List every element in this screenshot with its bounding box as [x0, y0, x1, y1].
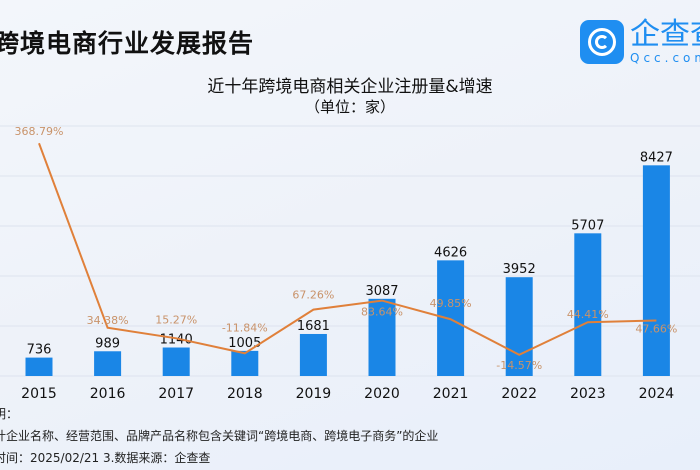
chart-svg: 7362015989201611402017100520181681201930…: [0, 125, 700, 402]
bar-value-label-2023: 5707: [571, 218, 604, 233]
chart-title: 近十年跨境电商相关企业注册量&增速: [207, 77, 493, 97]
bar-2021: [437, 260, 465, 376]
x-tick-label-2020: 2020: [364, 386, 400, 402]
chart-subtitle: （单位：家）: [304, 98, 395, 116]
growth-label-2018: -11.84%: [222, 321, 268, 334]
logo-en-text: Qcc.com: [630, 51, 700, 65]
bar-2020: [368, 298, 396, 376]
growth-label-2020: 83.64%: [361, 306, 403, 319]
bar-value-label-2020: 3087: [365, 284, 398, 299]
qcc-logo: 企查查 Qcc.com: [580, 20, 700, 64]
growth-label-2023: 44.41%: [567, 308, 609, 321]
growth-rate-line: [38, 142, 657, 356]
report-title: 跨境电商行业发展报告: [0, 29, 255, 58]
bar-2023: [574, 233, 602, 376]
bar-value-label-2022: 3952: [503, 262, 536, 277]
x-tick-label-2015: 2015: [21, 386, 57, 402]
qcc-logo-icon: [580, 20, 624, 64]
bar-2019: [299, 333, 327, 376]
growth-label-2016: 34.38%: [87, 314, 129, 327]
x-tick-label-2016: 2016: [90, 386, 126, 402]
growth-label-2024: 47.66%: [635, 322, 677, 335]
bar-value-label-2021: 4626: [434, 245, 467, 260]
x-tick-label-2024: 2024: [639, 386, 675, 402]
bar-2015: [25, 357, 53, 376]
x-tick-label-2023: 2023: [570, 386, 606, 402]
note-scope: 计企业名称、经营范围、品牌产品名称包含关键词“跨境电商、跨境电子商务”的企业: [0, 429, 439, 443]
x-tick-label-2021: 2021: [433, 386, 469, 402]
x-tick-label-2017: 2017: [158, 386, 194, 402]
bar-value-label-2016: 989: [95, 336, 120, 351]
bar-value-label-2018: 1005: [228, 336, 261, 351]
x-tick-label-2018: 2018: [227, 386, 263, 402]
growth-label-2019: 67.26%: [292, 289, 334, 302]
bar-value-label-2024: 8427: [640, 150, 673, 165]
note-date-source: 时间：2025/02/21 3.数据来源：企查查: [0, 451, 211, 465]
bar-2016: [94, 351, 122, 376]
x-tick-label-2019: 2019: [296, 386, 332, 402]
growth-label-2015: 368.79%: [15, 125, 64, 138]
note-heading: 明：: [0, 407, 19, 421]
bar-2022: [505, 277, 533, 376]
bar-value-label-2015: 736: [27, 343, 52, 358]
logo-cn-text: 企查查: [630, 17, 700, 52]
bar-2024: [642, 165, 670, 376]
bar-2018: [231, 350, 259, 376]
x-tick-label-2022: 2022: [501, 386, 537, 402]
bar-value-label-2019: 1681: [297, 319, 330, 334]
growth-label-2022: -14.57%: [496, 359, 542, 372]
growth-label-2021: 49.85%: [430, 297, 472, 310]
growth-label-2017: 15.27%: [155, 313, 197, 326]
bar-2017: [162, 347, 190, 376]
